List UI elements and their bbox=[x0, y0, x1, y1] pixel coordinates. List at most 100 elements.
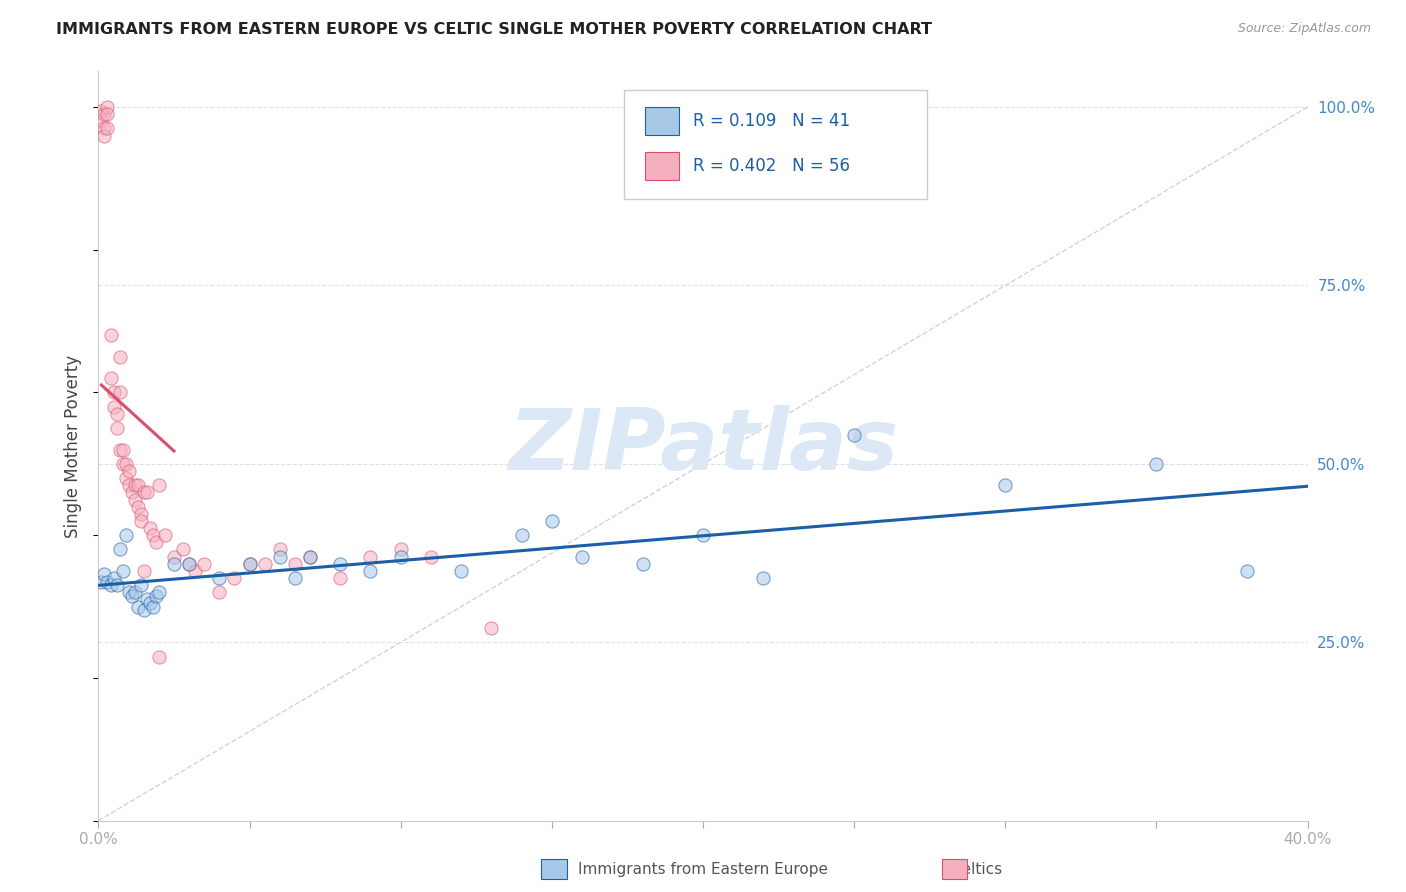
Point bbox=[420, 549, 443, 564]
Point bbox=[108, 442, 131, 457]
Point bbox=[96, 107, 118, 121]
Point bbox=[153, 528, 176, 542]
Point bbox=[105, 578, 128, 592]
Point bbox=[93, 107, 115, 121]
Point bbox=[139, 521, 162, 535]
Point bbox=[253, 557, 276, 571]
Bar bbox=[645, 152, 679, 180]
Point bbox=[179, 557, 201, 571]
Text: ZIPatlas: ZIPatlas bbox=[508, 404, 898, 488]
Point bbox=[129, 507, 152, 521]
Point bbox=[121, 485, 143, 500]
Point bbox=[93, 128, 115, 143]
Point bbox=[299, 549, 322, 564]
Point bbox=[540, 514, 562, 528]
Point bbox=[172, 542, 194, 557]
Text: R = 0.402   N = 56: R = 0.402 N = 56 bbox=[693, 157, 851, 175]
Point bbox=[90, 103, 112, 118]
Point bbox=[329, 557, 352, 571]
Point bbox=[389, 542, 412, 557]
Point bbox=[1236, 564, 1258, 578]
Point bbox=[481, 621, 503, 635]
Point bbox=[844, 428, 866, 442]
Point bbox=[108, 385, 131, 400]
FancyBboxPatch shape bbox=[624, 90, 927, 199]
Point bbox=[129, 578, 152, 592]
Point bbox=[111, 564, 134, 578]
Point bbox=[100, 578, 122, 592]
Point bbox=[148, 585, 170, 599]
Point bbox=[124, 585, 146, 599]
Point bbox=[208, 585, 231, 599]
Point bbox=[114, 528, 136, 542]
Bar bbox=[645, 106, 679, 135]
Point bbox=[127, 478, 149, 492]
Point bbox=[114, 457, 136, 471]
Point bbox=[139, 596, 162, 610]
Point bbox=[179, 557, 201, 571]
Point bbox=[96, 100, 118, 114]
Point bbox=[96, 574, 118, 589]
Text: Celtics: Celtics bbox=[952, 863, 1002, 877]
Point bbox=[135, 592, 157, 607]
Text: Immigrants from Eastern Europe: Immigrants from Eastern Europe bbox=[578, 863, 828, 877]
Point bbox=[118, 464, 141, 478]
Point bbox=[93, 567, 115, 582]
Text: IMMIGRANTS FROM EASTERN EUROPE VS CELTIC SINGLE MOTHER POVERTY CORRELATION CHART: IMMIGRANTS FROM EASTERN EUROPE VS CELTIC… bbox=[56, 22, 932, 37]
Point bbox=[239, 557, 262, 571]
Point bbox=[360, 564, 382, 578]
Text: Source: ZipAtlas.com: Source: ZipAtlas.com bbox=[1237, 22, 1371, 36]
Point bbox=[142, 599, 165, 614]
Point bbox=[124, 492, 146, 507]
Point bbox=[111, 457, 134, 471]
Point bbox=[127, 599, 149, 614]
Point bbox=[299, 549, 322, 564]
Point bbox=[121, 589, 143, 603]
Point bbox=[224, 571, 246, 585]
Point bbox=[284, 557, 307, 571]
Point bbox=[142, 528, 165, 542]
Point bbox=[90, 574, 112, 589]
Point bbox=[208, 571, 231, 585]
Point bbox=[329, 571, 352, 585]
Point bbox=[105, 407, 128, 421]
Point bbox=[631, 557, 654, 571]
Point bbox=[163, 557, 186, 571]
Point bbox=[184, 564, 207, 578]
Point bbox=[239, 557, 262, 571]
Point bbox=[108, 350, 131, 364]
Point bbox=[692, 528, 714, 542]
Point bbox=[193, 557, 215, 571]
Point bbox=[90, 114, 112, 128]
Point bbox=[93, 121, 115, 136]
Point bbox=[1144, 457, 1167, 471]
Point bbox=[284, 571, 307, 585]
Point bbox=[269, 542, 291, 557]
Point bbox=[108, 542, 131, 557]
Point bbox=[148, 478, 170, 492]
Point bbox=[132, 564, 155, 578]
Point bbox=[96, 121, 118, 136]
Point bbox=[114, 471, 136, 485]
Point bbox=[100, 371, 122, 385]
Point bbox=[752, 571, 775, 585]
Point bbox=[571, 549, 593, 564]
Point bbox=[118, 478, 141, 492]
Point bbox=[100, 328, 122, 343]
Point bbox=[450, 564, 472, 578]
Y-axis label: Single Mother Poverty: Single Mother Poverty bbox=[65, 354, 83, 538]
Point bbox=[163, 549, 186, 564]
Point bbox=[132, 485, 155, 500]
Point bbox=[118, 585, 141, 599]
Point bbox=[103, 400, 125, 414]
Point bbox=[389, 549, 412, 564]
Point bbox=[124, 478, 146, 492]
Point bbox=[360, 549, 382, 564]
Point bbox=[135, 485, 157, 500]
Point bbox=[127, 500, 149, 514]
Point bbox=[111, 442, 134, 457]
Point bbox=[269, 549, 291, 564]
Point bbox=[148, 649, 170, 664]
Point bbox=[132, 603, 155, 617]
Point bbox=[129, 514, 152, 528]
